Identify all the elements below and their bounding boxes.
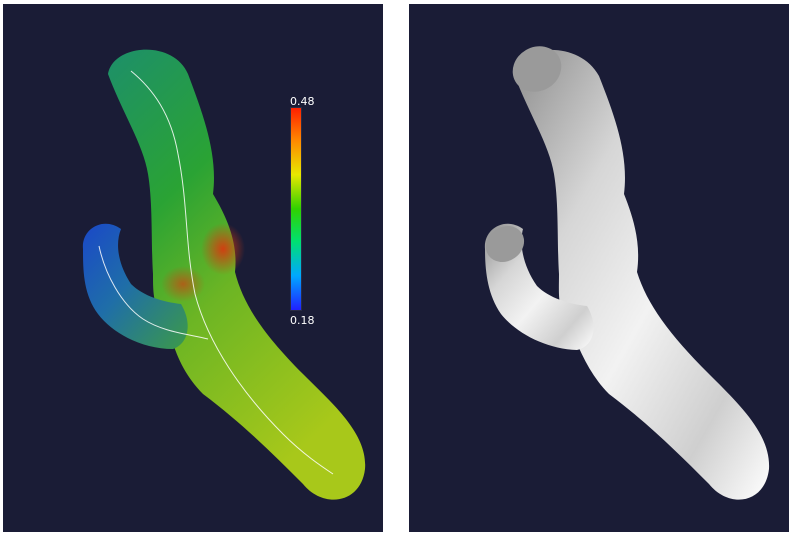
centerline-main — [130, 70, 334, 475]
scalar-bar-max-label: 0.48 — [290, 95, 315, 108]
vessel-colormap-render — [3, 4, 383, 532]
mesh-cap-branch — [485, 225, 525, 263]
vessel-branch — [82, 223, 188, 349]
render-viewport-right[interactable] — [409, 4, 789, 532]
scalar-bar-min-label: 0.18 — [290, 314, 315, 327]
vessel-trunk — [108, 49, 366, 500]
mesh-cap-top — [512, 46, 562, 92]
render-viewport-left[interactable]: 0.48 0.18 — [3, 4, 383, 532]
vessel-mesh-render — [409, 4, 789, 532]
mesh-trunk — [514, 49, 770, 500]
scalar-bar — [291, 108, 301, 310]
centerline-branch — [98, 245, 209, 340]
